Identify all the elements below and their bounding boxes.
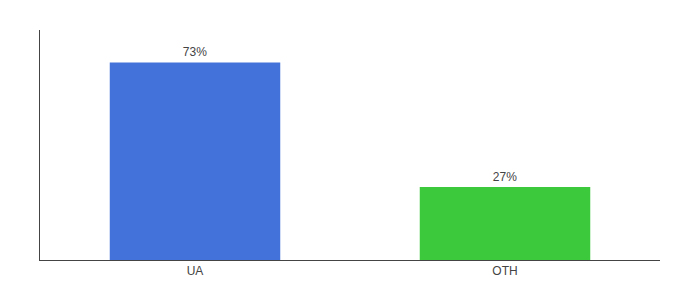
svg-text:73%: 73% [183, 45, 207, 59]
svg-text:OTH: OTH [492, 264, 517, 278]
svg-text:27%: 27% [493, 170, 517, 184]
svg-text:UA: UA [187, 264, 204, 278]
